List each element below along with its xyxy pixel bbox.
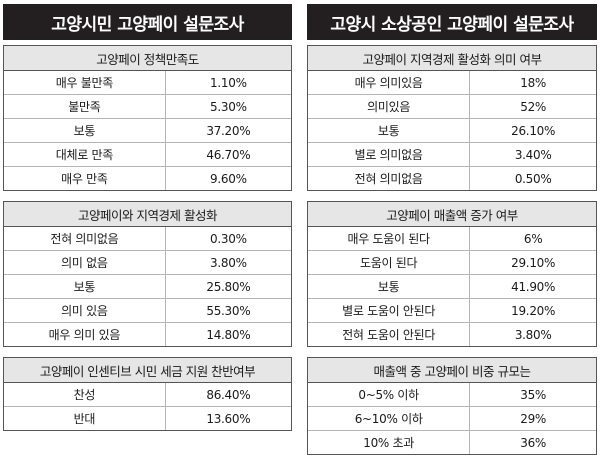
table-row: 0~5% 이하 35% xyxy=(308,383,596,407)
merchant-survey-header: 고양시 소상공인 고양페이 설문조사 xyxy=(307,4,597,40)
row-label: 반대 xyxy=(4,407,166,430)
table-title: 고양페이 인센티브 시민 세금 지원 찬반여부 xyxy=(4,358,291,383)
row-label: 찬성 xyxy=(4,383,166,406)
row-label: 보통 xyxy=(308,119,471,142)
row-value: 9.60% xyxy=(210,171,247,186)
row-label: 보통 xyxy=(4,119,166,142)
row-value: 3.80% xyxy=(210,255,247,270)
table-row: 보통 37.20% xyxy=(4,119,291,143)
row-label: 의미있음 xyxy=(308,95,471,118)
table-row: 매우 만족 9.60% xyxy=(4,167,291,190)
row-label: 6~10% 이하 xyxy=(308,407,471,430)
row-value: 26.10% xyxy=(511,123,556,138)
table-row: 찬성 86.40% xyxy=(4,383,291,407)
row-value: 1.10% xyxy=(210,75,247,90)
row-label: 의미 없음 xyxy=(4,251,166,274)
table-row: 보통 25.80% xyxy=(4,275,291,299)
table-row: 전혀 의미없음 0.30% xyxy=(4,227,291,251)
table-row: 별로 도움이 안된다 19.20% xyxy=(308,299,596,323)
economic-meaning-table: 고양페이 지역경제 활성화 의미 여부 매우 의미있음 18% 의미있음 52% 보… xyxy=(307,45,597,191)
row-value: 6% xyxy=(523,231,543,246)
row-label: 매우 만족 xyxy=(4,167,166,190)
table-title: 고양페이와 지역경제 활성화 xyxy=(4,202,291,227)
row-label: 전혀 도움이 안된다 xyxy=(308,323,471,346)
incentive-support-table: 고양페이 인센티브 시민 세금 지원 찬반여부 찬성 86.40% 반대 13.60… xyxy=(3,357,292,431)
row-label: 매우 의미있음 xyxy=(308,71,471,94)
row-label: 전혀 의미없음 xyxy=(4,227,166,250)
row-value: 52% xyxy=(520,99,547,114)
row-value: 86.40% xyxy=(206,387,251,402)
row-value: 37.20% xyxy=(206,123,251,138)
row-label: 10% 초과 xyxy=(308,431,471,454)
citizen-survey-column: 고양시민 고양페이 설문조사 xyxy=(3,4,292,40)
row-value: 13.60% xyxy=(206,411,251,426)
row-label: 매우 의미 있음 xyxy=(4,323,166,346)
sales-increase-table: 고양페이 매출액 증가 여부 매우 도움이 된다 6% 도움이 된다 29.10% … xyxy=(307,201,597,347)
table-row: 불만족 5.30% xyxy=(4,95,291,119)
row-value: 46.70% xyxy=(206,147,251,162)
row-value: 5.30% xyxy=(210,99,247,114)
row-value: 55.30% xyxy=(206,303,251,318)
row-value: 0.50% xyxy=(514,171,552,186)
row-label: 의미 있음 xyxy=(4,299,166,322)
table-row: 의미 있음 55.30% xyxy=(4,299,291,323)
row-value: 3.40% xyxy=(514,147,552,162)
table-row: 의미있음 52% xyxy=(308,95,596,119)
row-label: 도움이 된다 xyxy=(308,251,471,274)
table-row: 매우 의미 있음 14.80% xyxy=(4,323,291,346)
row-label: 0~5% 이하 xyxy=(308,383,471,406)
table-row: 매우 도움이 된다 6% xyxy=(308,227,596,251)
row-value: 14.80% xyxy=(206,327,251,342)
row-label: 보통 xyxy=(308,275,471,298)
table-title: 고양페이 지역경제 활성화 의미 여부 xyxy=(308,46,596,71)
row-label: 별로 의미없음 xyxy=(308,143,471,166)
table-title: 고양페이 매출액 증가 여부 xyxy=(308,202,596,227)
row-label: 전혀 의미없음 xyxy=(308,167,471,190)
row-label: 매우 도움이 된다 xyxy=(308,227,471,250)
row-value: 19.20% xyxy=(511,303,556,318)
citizen-survey-header: 고양시민 고양페이 설문조사 xyxy=(3,4,292,40)
row-label: 대체로 만족 xyxy=(4,143,166,166)
local-economy-table: 고양페이와 지역경제 활성화 전혀 의미없음 0.30% 의미 없음 3.80% 보… xyxy=(3,201,292,347)
table-row: 보통 41.90% xyxy=(308,275,596,299)
table-row: 전혀 도움이 안된다 3.80% xyxy=(308,323,596,346)
row-value: 3.80% xyxy=(514,327,552,342)
row-value: 29% xyxy=(520,411,547,426)
table-row: 반대 13.60% xyxy=(4,407,291,430)
table-row: 대체로 만족 46.70% xyxy=(4,143,291,167)
table-title: 고양페이 정책만족도 xyxy=(4,46,291,71)
row-label: 불만족 xyxy=(4,95,166,118)
row-value: 35% xyxy=(520,387,547,402)
table-row: 매우 의미있음 18% xyxy=(308,71,596,95)
policy-satisfaction-table: 고양페이 정책만족도 매우 불만족 1.10% 불만족 5.30% 보통 37.20%… xyxy=(3,45,292,191)
row-value: 36% xyxy=(520,435,547,450)
table-row: 보통 26.10% xyxy=(308,119,596,143)
table-row: 의미 없음 3.80% xyxy=(4,251,291,275)
table-row: 매우 불만족 1.10% xyxy=(4,71,291,95)
table-row: 전혀 의미없음 0.50% xyxy=(308,167,596,190)
table-title: 매출액 중 고양페이 비중 규모는 xyxy=(308,358,596,383)
row-value: 18% xyxy=(520,75,547,90)
row-value: 29.10% xyxy=(511,255,556,270)
row-value: 41.90% xyxy=(511,279,556,294)
row-value: 25.80% xyxy=(206,279,251,294)
table-row: 10% 초과 36% xyxy=(308,431,596,454)
pay-share-table: 매출액 중 고양페이 비중 규모는 0~5% 이하 35% 6~10% 이하 29%… xyxy=(307,357,597,455)
table-row: 6~10% 이하 29% xyxy=(308,407,596,431)
row-value: 0.30% xyxy=(210,231,247,246)
merchant-survey-column: 고양시 소상공인 고양페이 설문조사 xyxy=(307,4,597,40)
row-label: 매우 불만족 xyxy=(4,71,166,94)
table-row: 도움이 된다 29.10% xyxy=(308,251,596,275)
table-row: 별로 의미없음 3.40% xyxy=(308,143,596,167)
row-label: 보통 xyxy=(4,275,166,298)
row-label: 별로 도움이 안된다 xyxy=(308,299,471,322)
